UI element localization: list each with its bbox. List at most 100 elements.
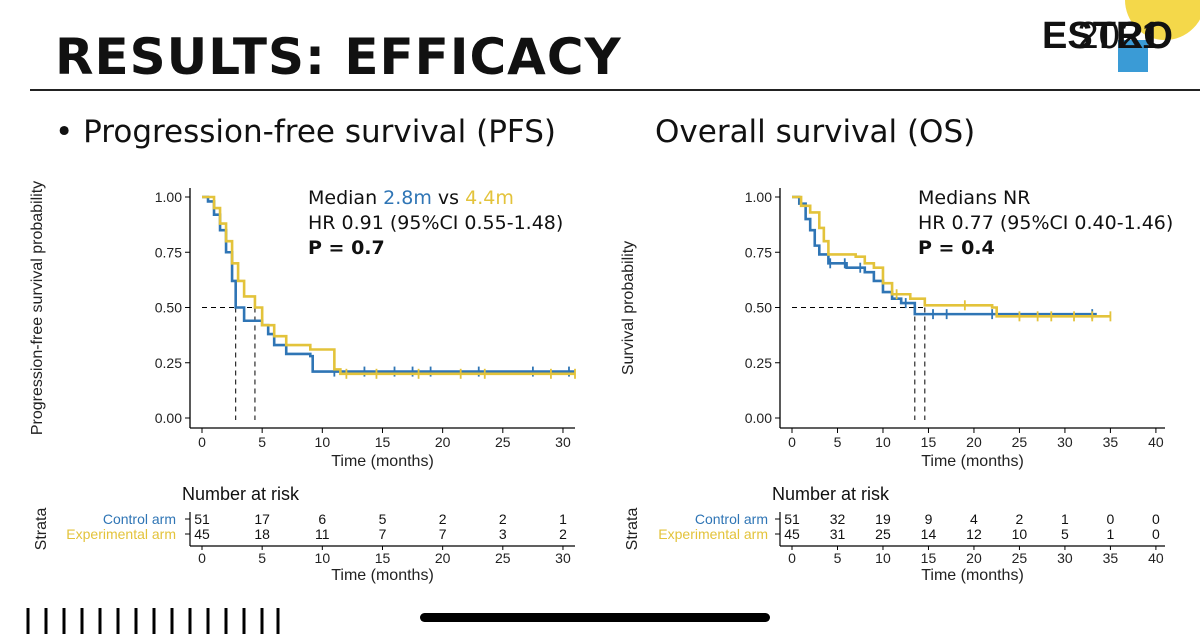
os-risk-count: 14 <box>921 526 937 542</box>
title-divider <box>30 89 1200 91</box>
pfs-risk-count: 17 <box>254 511 270 527</box>
pfs-y-tick-label: 0.00 <box>155 410 182 426</box>
os-risk-x-tick-label: 30 <box>1057 550 1073 566</box>
pfs-risk-x-tick-label: 20 <box>435 550 451 566</box>
pfs-risk-count: 7 <box>439 526 447 542</box>
pfs-risk-count: 18 <box>254 526 270 542</box>
os-risk-count: 45 <box>784 526 800 542</box>
pfs-risk-count: 3 <box>499 526 507 542</box>
os-median-text: Medians NR <box>918 187 1031 209</box>
os-y-tick-label: 0.75 <box>745 244 772 260</box>
pfs-risk-count: 11 <box>315 526 330 542</box>
os-risk-x-tick-label: 15 <box>921 550 937 566</box>
os-risk-row-experimental-label: Experimental arm <box>658 526 768 542</box>
os-annotation: Medians NR HR 0.77 (95%CI 0.40-1.46) P =… <box>918 186 1173 261</box>
pfs-x-tick-label: 25 <box>495 434 511 450</box>
os-risk-x-tick-label: 25 <box>1012 550 1028 566</box>
pfs-y-tick-label: 0.50 <box>155 300 182 316</box>
pfs-median-experimental: 4.4m <box>465 187 514 209</box>
os-risk-count: 1 <box>1107 526 1115 542</box>
pfs-x-tick-label: 15 <box>375 434 391 450</box>
os-strata-label: Strata <box>624 508 641 551</box>
os-risk-count: 0 <box>1152 511 1160 527</box>
os-risk-x-tick-label: 5 <box>834 550 842 566</box>
pfs-median-line: Median 2.8m vs 4.4m <box>308 186 563 211</box>
os-p-value: P = 0.4 <box>918 237 995 259</box>
os-risk-count: 19 <box>875 511 891 527</box>
os-risk-x-tick-label: 40 <box>1148 550 1164 566</box>
pfs-risk-count: 1 <box>559 511 567 527</box>
os-y-axis-label: Survival probability <box>620 241 637 375</box>
pfs-section-title: • Progression-free survival (PFS) <box>55 114 556 150</box>
os-x-tick-label: 5 <box>834 434 842 450</box>
os-risk-count: 12 <box>966 526 982 542</box>
pfs-risk-count: 5 <box>379 511 387 527</box>
os-y-tick-label: 0.00 <box>745 410 772 426</box>
pfs-x-tick-label: 30 <box>555 434 571 450</box>
pfs-experimental-curve <box>202 195 575 376</box>
os-x-tick-label: 15 <box>921 434 937 450</box>
pfs-risk-count: 45 <box>194 526 210 542</box>
os-risk-x-tick-label: 35 <box>1103 550 1119 566</box>
os-risk-count: 31 <box>830 526 846 542</box>
os-risk-count: 0 <box>1152 526 1160 542</box>
pfs-risk-count: 6 <box>318 511 326 527</box>
os-risk-count: 51 <box>784 511 800 527</box>
os-risk-count: 32 <box>830 511 846 527</box>
os-section-title: Overall survival (OS) <box>655 114 976 150</box>
os-risk-count: 9 <box>925 511 933 527</box>
os-y-tick-label: 0.50 <box>745 300 772 316</box>
logo-year-text: 2021 <box>1077 15 1162 57</box>
tally-marks <box>26 608 280 634</box>
pfs-risk-x-tick-label: 15 <box>375 550 391 566</box>
os-risk-row-control-label: Control arm <box>695 511 768 527</box>
pfs-strata-label: Strata <box>33 508 50 551</box>
pfs-risk-x-tick-label: 30 <box>555 550 571 566</box>
pfs-risk-row-control-label: Control arm <box>103 511 176 527</box>
estro-logo: ESTRO 2021 <box>1042 0 1200 72</box>
pfs-risk-title: Number at risk <box>182 484 300 504</box>
pfs-x-tick-label: 0 <box>198 434 206 450</box>
pfs-median-prefix: Median <box>308 187 384 209</box>
home-indicator-bar <box>420 613 770 622</box>
os-experimental-curve <box>792 195 1111 318</box>
pfs-x-axis-label: Time (months) <box>331 453 434 470</box>
pfs-risk-x-tick-label: 0 <box>198 550 206 566</box>
os-risk-count: 2 <box>1016 511 1024 527</box>
pfs-median-vs: vs <box>431 187 466 209</box>
os-risk-title: Number at risk <box>772 484 890 504</box>
pfs-annotation: Median 2.8m vs 4.4m HR 0.91 (95%CI 0.55-… <box>308 186 563 261</box>
os-x-tick-label: 35 <box>1103 434 1119 450</box>
pfs-y-tick-label: 0.75 <box>155 244 182 260</box>
os-x-tick-label: 0 <box>788 434 796 450</box>
os-risk-x-tick-label: 0 <box>788 550 796 566</box>
os-risk-count: 5 <box>1061 526 1069 542</box>
pfs-risk-x-tick-label: 25 <box>495 550 511 566</box>
pfs-y-tick-label: 0.25 <box>155 355 182 371</box>
logo-sun-shape <box>1125 0 1200 40</box>
os-risk-count: 0 <box>1107 511 1115 527</box>
os-hr: HR 0.77 (95%CI 0.40-1.46) <box>918 212 1174 234</box>
pfs-x-tick-label: 10 <box>315 434 331 450</box>
os-x-tick-label: 20 <box>966 434 982 450</box>
os-risk-count: 10 <box>1012 526 1028 542</box>
pfs-risk-count: 7 <box>379 526 387 542</box>
pfs-risk-x-tick-label: 10 <box>315 550 331 566</box>
pfs-median-control: 2.8m <box>383 187 432 209</box>
os-y-tick-label: 1.00 <box>745 189 772 205</box>
pfs-risk-x-tick-label: 5 <box>258 550 266 566</box>
pfs-risk-count: 2 <box>559 526 567 542</box>
page-title: RESULTS: EFFICACY <box>55 28 622 86</box>
pfs-x-tick-label: 5 <box>258 434 266 450</box>
pfs-risk-count: 2 <box>439 511 447 527</box>
os-risk-count: 4 <box>970 511 978 527</box>
pfs-y-tick-label: 1.00 <box>155 189 182 205</box>
os-risk-x-tick-label: 10 <box>875 550 891 566</box>
pfs-x-tick-label: 20 <box>435 434 451 450</box>
os-y-tick-label: 0.25 <box>745 355 772 371</box>
os-risk-x-tick-label: 20 <box>966 550 982 566</box>
pfs-risk-count: 2 <box>499 511 507 527</box>
os-x-tick-label: 10 <box>875 434 891 450</box>
os-x-axis-label: Time (months) <box>921 453 1024 470</box>
